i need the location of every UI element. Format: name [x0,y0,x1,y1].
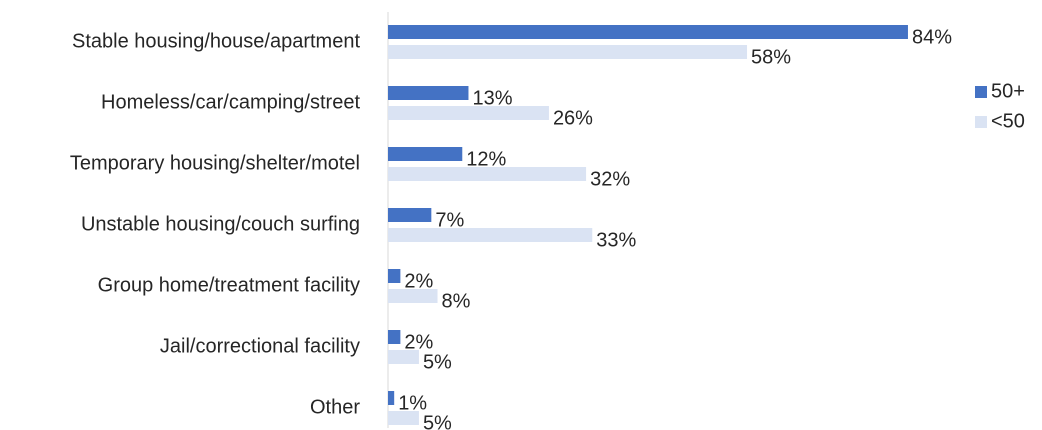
bar [388,289,438,303]
bar [388,106,549,120]
bar [388,228,593,242]
bar [388,25,908,39]
value-label: 58% [751,46,791,68]
value-label: 2% [404,331,433,353]
category-label: Stable housing/house/apartment [72,30,360,52]
value-label: 5% [423,412,452,430]
bar [388,86,469,100]
value-label: 7% [435,209,464,231]
bar [388,269,401,283]
category-label: Temporary housing/shelter/motel [70,152,360,174]
bar [388,45,748,59]
bar [388,330,401,344]
legend-swatch [975,116,987,128]
bar [388,350,419,364]
value-label: 84% [912,26,952,48]
value-label: 2% [404,270,433,292]
value-label: 5% [423,351,452,373]
category-label: Group home/treatment facility [98,274,360,296]
bar [388,411,419,425]
legend-label: <50 [991,110,1025,132]
value-label: 12% [466,148,506,170]
value-label: 26% [553,107,593,129]
legend-label: 50+ [991,80,1025,102]
value-label: 8% [442,290,471,312]
category-label: Other [310,396,360,418]
legend-swatch [975,86,987,98]
category-label: Unstable housing/couch surfing [81,213,360,235]
bar [388,167,587,181]
category-label: Homeless/car/camping/street [101,91,360,113]
bar [388,391,395,405]
bar [388,147,463,161]
value-label: 32% [590,168,630,190]
value-label: 33% [596,229,636,251]
bar [388,208,432,222]
value-label: 13% [472,87,512,109]
value-label: 1% [398,392,427,414]
category-label: Jail/correctional facility [160,335,360,357]
